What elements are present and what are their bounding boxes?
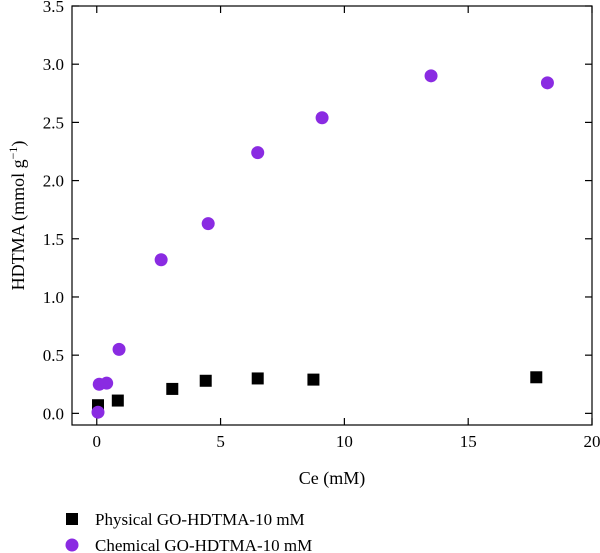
chemical-data-point [540,76,554,90]
chemical-data-point [315,111,329,125]
physical-data-point [307,373,320,386]
chemical-data-point [91,405,105,419]
y-tick-label: 0.5 [43,346,64,365]
chemical-data-point [100,376,114,390]
physical-data-point [166,382,179,395]
y-tick-label: 1.5 [43,230,64,249]
physical-data-point [530,371,543,384]
x-tick-label: 15 [460,432,477,451]
chemical-data-point [154,253,168,267]
chemical-data-point [112,342,126,356]
x-tick-label: 0 [93,432,102,451]
physical-data-point [199,374,212,387]
y-tick-label: 2.0 [43,172,64,191]
legend-circle-marker [65,538,79,552]
y-axis-label-text: HDTMA (mmol g−1) [6,141,29,291]
x-axis-title: Ce (mM) [299,468,366,489]
plot-area: 0 5 10 15 20 0.0 0.5 1.0 1.5 2.0 2.5 3.0 3.5 [43,0,600,451]
legend-label: Physical GO-HDTMA-10 mM [95,510,305,529]
legend: Physical GO-HDTMA-10 mM Chemical GO-HDTMA… [65,510,312,553]
legend-label: Chemical GO-HDTMA-10 mM [95,536,312,553]
x-tick-label: 10 [336,432,353,451]
y-tick-label: 2.5 [43,113,64,132]
physical-data-point [251,372,264,385]
chemical-data-point [251,146,265,160]
x-tick-label: 5 [216,432,225,451]
plot-frame [71,5,593,426]
y-tick-label: 0.0 [43,404,64,423]
legend-square-marker [66,513,78,525]
y-tick-label: 1.0 [43,288,64,307]
y-axis-title: HDTMA (mmol g−1) [6,141,29,291]
chemical-data-point [201,217,215,231]
chemical-data-point [424,69,438,83]
physical-data-point [111,394,124,407]
x-tick-label: 20 [584,432,600,451]
y-tick-label: 3.5 [43,0,64,16]
y-tick-label: 3.0 [43,55,64,74]
